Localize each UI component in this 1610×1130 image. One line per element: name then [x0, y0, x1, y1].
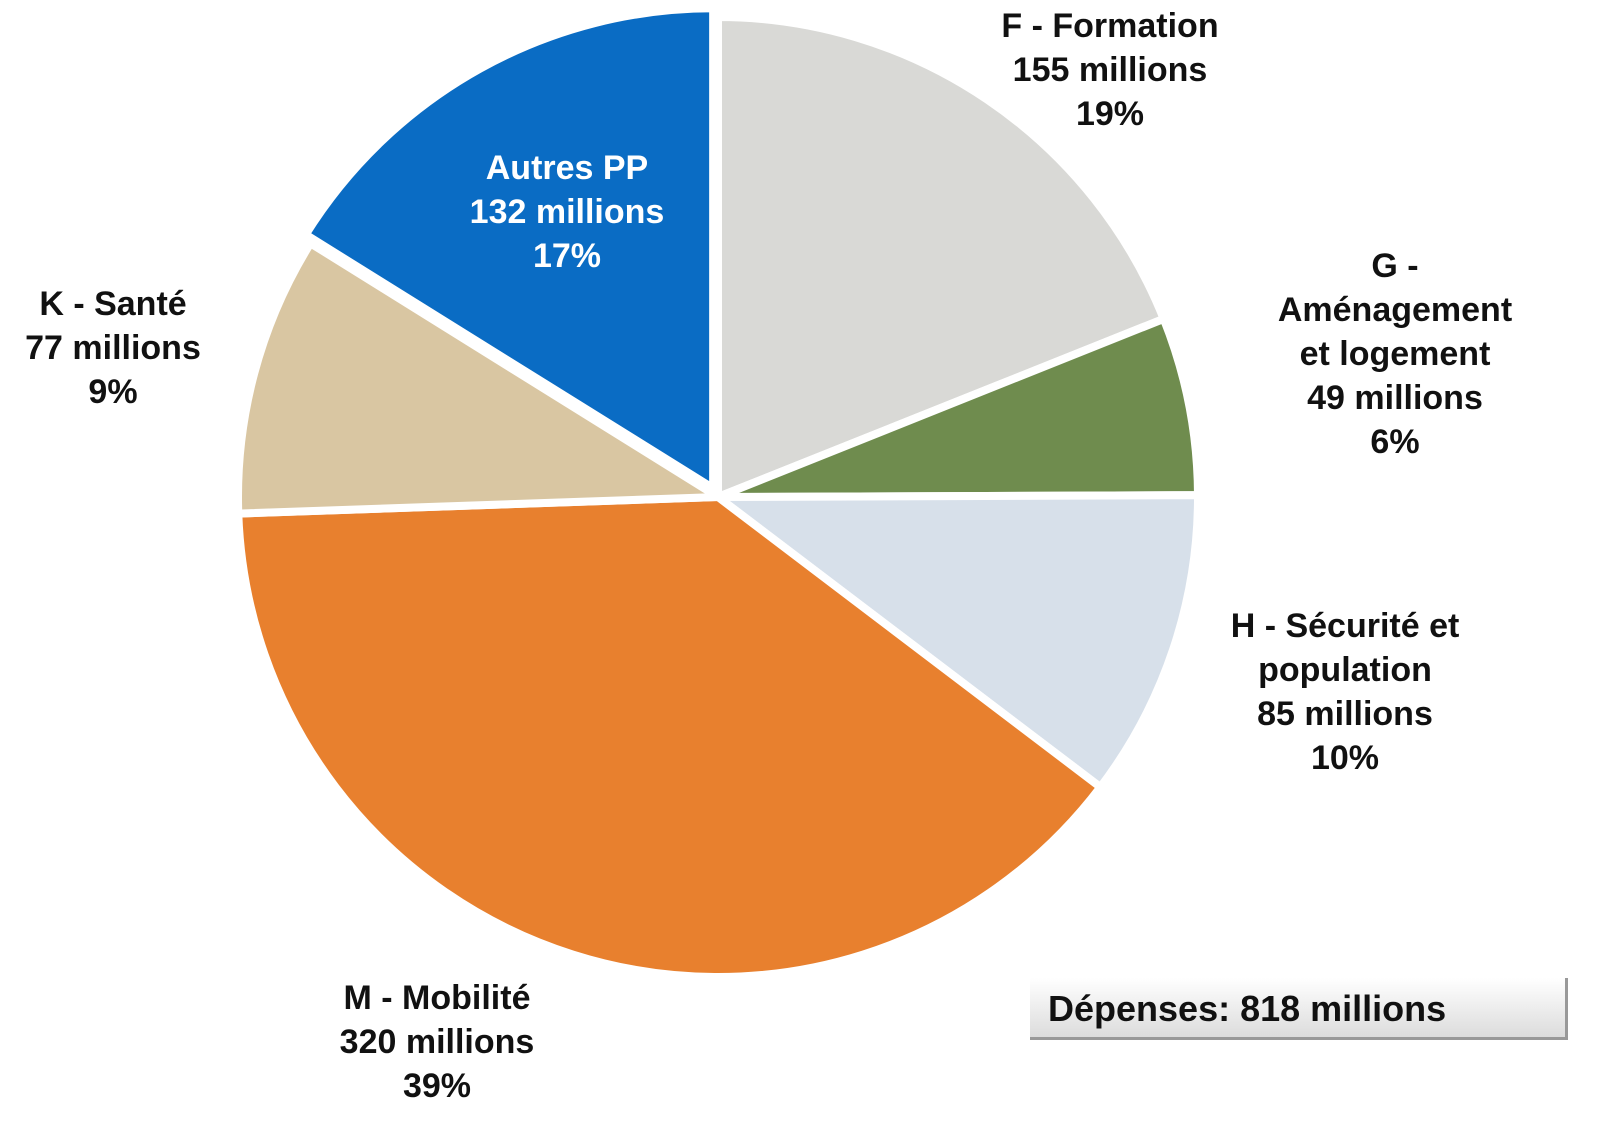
category-name: Autres PP	[470, 146, 665, 190]
value-label: 132 millions	[470, 190, 665, 234]
percent-label: 6%	[1278, 420, 1512, 464]
percent-label: 17%	[470, 234, 665, 278]
total-box: Dépenses: 818 millions	[1030, 978, 1568, 1040]
percent-label: 39%	[340, 1064, 535, 1108]
category-name: F - Formation	[1001, 4, 1218, 48]
value-label: 49 millions	[1278, 376, 1512, 420]
category-name: M - Mobilité	[340, 976, 535, 1020]
category-name: K - Santé	[25, 282, 201, 326]
value-label: 85 millions	[1231, 692, 1460, 736]
value-label: 320 millions	[340, 1020, 535, 1064]
category-name: H - Sécurité et population	[1231, 604, 1460, 692]
percent-label: 19%	[1001, 92, 1218, 136]
value-label: 155 millions	[1001, 48, 1218, 92]
pie	[0, 0, 1610, 1130]
percent-label: 9%	[25, 370, 201, 414]
value-label: 77 millions	[25, 326, 201, 370]
chart: Dépenses: 818 millions F - Formation155 …	[0, 0, 1610, 1130]
percent-label: 10%	[1231, 736, 1460, 780]
category-name: G - Aménagement et logement	[1278, 244, 1512, 376]
